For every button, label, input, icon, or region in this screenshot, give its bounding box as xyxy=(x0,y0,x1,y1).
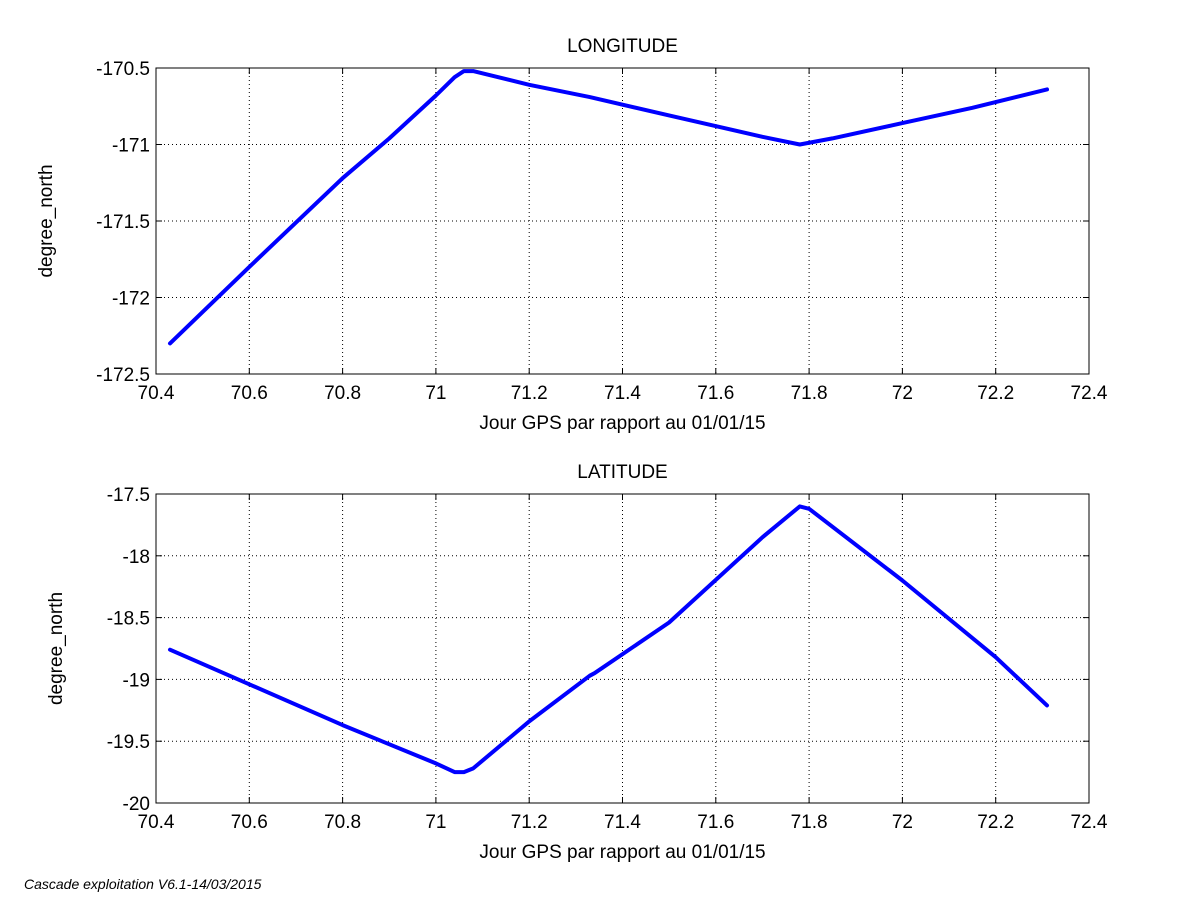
chart-0-x-tick-label: 70.6 xyxy=(231,383,268,404)
chart-0-x-axis-label: Jour GPS par rapport au 01/01/15 xyxy=(479,413,765,434)
chart-1-x-axis-label: Jour GPS par rapport au 01/01/15 xyxy=(479,842,765,863)
chart-1-x-tick-label: 71.8 xyxy=(791,812,828,833)
chart-1-x-tick-label: 71 xyxy=(425,812,446,833)
chart-1-x-tick-label: 72.4 xyxy=(1071,812,1108,833)
chart-0-x-tick-label: 72.2 xyxy=(977,383,1014,404)
chart-0-y-axis-label: degree_north xyxy=(36,164,57,277)
chart-1-x-tick-label: 70.8 xyxy=(324,812,361,833)
chart-0-x-tick-label: 72.4 xyxy=(1071,383,1108,404)
chart-0-x-tick-label: 71 xyxy=(425,383,446,404)
chart-0-y-tick-label: -172.5 xyxy=(96,365,150,386)
chart-1-series-0-line xyxy=(168,504,1049,775)
chart-0-x-tick-label: 71.8 xyxy=(791,383,828,404)
chart-1-x-tick-label: 70.4 xyxy=(138,812,175,833)
chart-0-y-tick-label: -171 xyxy=(112,136,150,157)
chart-1-title: LATITUDE xyxy=(577,462,667,483)
chart-1-y-tick-label: -20 xyxy=(123,794,150,815)
chart-0-x-tick-label: 70.4 xyxy=(138,383,175,404)
chart-1-x-tick-label: 71.2 xyxy=(511,812,548,833)
latitude-plot: 70.4 70.6 70.8 71 71.2 71.4 71.6 71.8 72 72.2 72.4… xyxy=(46,462,1108,863)
chart-0-series-0-line xyxy=(168,69,1049,346)
chart-1-y-tick-label: -19 xyxy=(123,670,150,691)
chart-1-plot-area xyxy=(156,494,1089,803)
longitude-plot: 70.4 70.6 70.8 71 71.2 71.4 71.6 71.8 72 72.2 72.4… xyxy=(36,36,1108,434)
chart-0-x-tick-label: 70.8 xyxy=(324,383,361,404)
chart-0-y-tick-label: -170.5 xyxy=(96,59,150,80)
chart-0-x-tick-label: 72 xyxy=(892,383,913,404)
chart-1-y-tick-label: -19.5 xyxy=(107,732,150,753)
chart-1-y-tick-label: -18 xyxy=(123,547,150,568)
chart-0-x-tick-label: 71.4 xyxy=(604,383,641,404)
chart-0-y-tick-label: -171.5 xyxy=(96,212,150,233)
chart-0-x-tick-label: 71.6 xyxy=(697,383,734,404)
chart-1-y-tick-label: -18.5 xyxy=(107,609,150,630)
chart-1-x-tick-label: 71.6 xyxy=(697,812,734,833)
chart-1-y-tick-label: -17.5 xyxy=(107,485,150,506)
chart-1-axes-frame xyxy=(155,493,1090,804)
chart-1-x-tick-label: 72.2 xyxy=(977,812,1014,833)
chart-0-title: LONGITUDE xyxy=(567,36,678,57)
chart-1-x-tick-label: 70.6 xyxy=(231,812,268,833)
chart-0-x-tick-label: 71.2 xyxy=(511,383,548,404)
chart-0-axes-frame xyxy=(155,67,1090,375)
chart-1-x-tick-label: 72 xyxy=(892,812,913,833)
footer-text: Cascade exploitation V6.1-14/03/2015 xyxy=(24,876,262,892)
chart-1-x-tick-label: 71.4 xyxy=(604,812,641,833)
chart-1-y-axis-label: degree_north xyxy=(46,592,67,705)
chart-0-y-tick-label: -172 xyxy=(112,289,150,310)
